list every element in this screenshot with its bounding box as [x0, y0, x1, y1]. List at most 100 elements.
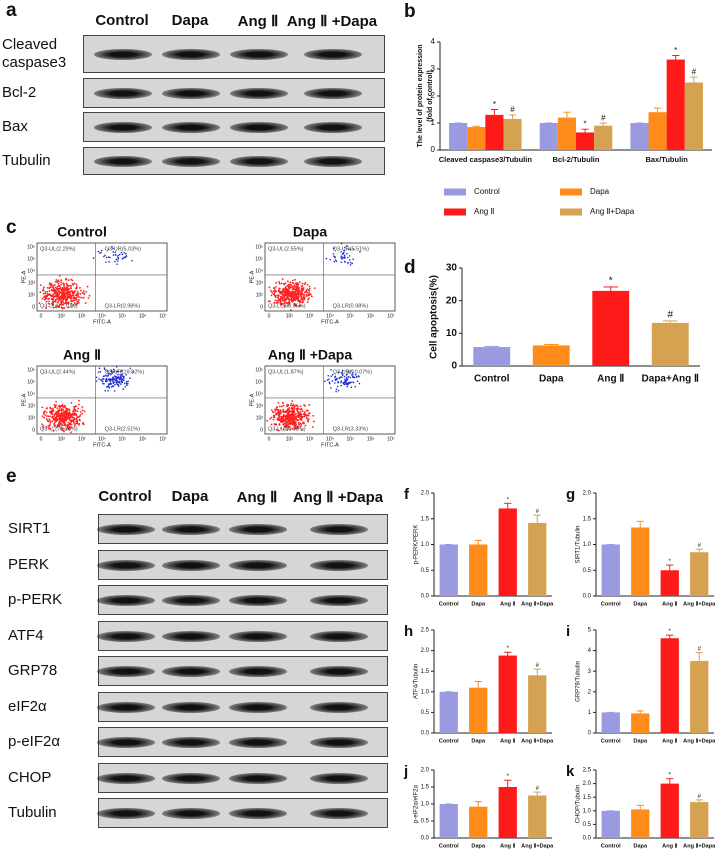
- flow-event: [302, 413, 305, 416]
- quadrant-label: Q3-UR(10.07%): [333, 369, 373, 375]
- flow-event: [55, 413, 58, 416]
- flow-event: [303, 415, 306, 418]
- y-tick-label: 5: [588, 628, 592, 634]
- flow-event: [273, 301, 276, 304]
- flow-event: [283, 415, 286, 418]
- flow-event: [334, 375, 337, 378]
- blot-strip: [97, 762, 388, 793]
- legend-label: Dapa: [590, 187, 610, 196]
- lane-label: Control: [98, 488, 152, 505]
- flow-event: [112, 368, 115, 371]
- flow-event: [289, 294, 292, 296]
- y-tick-label: 4: [431, 37, 436, 46]
- y-tick-label: 0: [451, 361, 457, 372]
- flow-event: [115, 258, 118, 261]
- flow-event: [42, 292, 45, 295]
- y-tick-label: 10⁵: [27, 256, 35, 262]
- legend-label: Ang Ⅱ+Dapa: [590, 207, 635, 216]
- flow-event: [277, 401, 280, 404]
- flow-event: [95, 380, 98, 382]
- flow-event: [286, 280, 289, 283]
- flow-event: [284, 418, 287, 421]
- bar: [439, 691, 458, 733]
- y-tick-label: 0: [32, 304, 35, 310]
- blot-band: [310, 559, 368, 571]
- flow-event: [49, 427, 52, 430]
- flow-event: [73, 425, 76, 428]
- flow-event: [279, 298, 282, 301]
- flow-event: [334, 259, 337, 261]
- flow-event: [276, 417, 279, 419]
- flow-event: [326, 379, 329, 381]
- blot-band: [310, 666, 368, 677]
- flow-event: [297, 426, 300, 429]
- x-tick-label: Ang Ⅱ+Dapa: [683, 842, 716, 849]
- flow-event: [61, 415, 64, 418]
- flow-event: [291, 400, 294, 403]
- flow-event: [70, 302, 73, 305]
- y-tick-label: 10⁶: [255, 367, 263, 373]
- flow-event: [107, 256, 110, 258]
- flow-event: [284, 411, 286, 414]
- bar: [601, 712, 620, 733]
- significance-mark: *: [669, 629, 672, 635]
- flow-event: [48, 283, 51, 286]
- flow-event: [60, 413, 63, 416]
- flow-event: [288, 409, 291, 412]
- flow-event: [294, 427, 297, 429]
- flow-event: [120, 369, 123, 372]
- flow-event: [49, 421, 52, 424]
- bar: [660, 570, 679, 596]
- legend-swatch: [560, 208, 582, 216]
- quadrant-label: Q3-UR(5.51%): [333, 246, 370, 252]
- flow-event: [75, 405, 77, 408]
- flow-event: [101, 377, 104, 380]
- flow-event: [60, 283, 62, 286]
- flow-event: [340, 242, 343, 245]
- blot-band: [97, 666, 155, 677]
- flow-event: [47, 420, 50, 423]
- flow-event: [289, 404, 292, 407]
- row-label: Cleaved caspase3: [2, 36, 67, 71]
- flow-event: [117, 370, 119, 373]
- flow-event: [295, 285, 298, 288]
- y-tick-label: 3: [588, 669, 592, 675]
- bar: [690, 552, 709, 596]
- blot-band: [304, 49, 362, 60]
- blot-band: [97, 524, 155, 535]
- flow-event: [359, 250, 361, 253]
- flow-event: [61, 429, 64, 432]
- bar: [469, 544, 488, 596]
- flow-event: [289, 428, 292, 431]
- significance-mark: #: [510, 105, 515, 114]
- flow-event: [306, 288, 309, 291]
- flow-event: [290, 284, 293, 286]
- y-axis-label: (fold of control): [427, 70, 434, 122]
- flow-event: [61, 290, 64, 293]
- row-label: PERK: [8, 555, 49, 573]
- flow-event: [116, 256, 119, 258]
- blot-band: [97, 701, 155, 713]
- y-tick-label: 1.0: [421, 802, 430, 808]
- flow-event: [347, 376, 350, 378]
- flow-event: [276, 406, 279, 408]
- flow-event: [294, 278, 296, 281]
- flow-event: [292, 414, 294, 417]
- panel-letter: c: [6, 217, 17, 238]
- flow-event: [286, 416, 288, 419]
- flow-event: [52, 306, 55, 309]
- quadrant-label: Q3-LL(75.24%): [40, 426, 78, 432]
- flow-event: [51, 300, 54, 303]
- blot-band: [230, 49, 288, 60]
- flow-event: [270, 291, 273, 294]
- bar: [660, 783, 679, 838]
- flow-event: [291, 296, 294, 299]
- y-tick-label: 20: [446, 295, 458, 306]
- flow-event: [301, 301, 303, 304]
- flow-event: [112, 251, 115, 253]
- flow-event: [59, 296, 62, 299]
- flow-event: [45, 426, 48, 428]
- y-tick-label: 10²: [28, 292, 36, 298]
- blot-band: [162, 701, 220, 713]
- x-tick-label: 10⁵: [119, 436, 127, 442]
